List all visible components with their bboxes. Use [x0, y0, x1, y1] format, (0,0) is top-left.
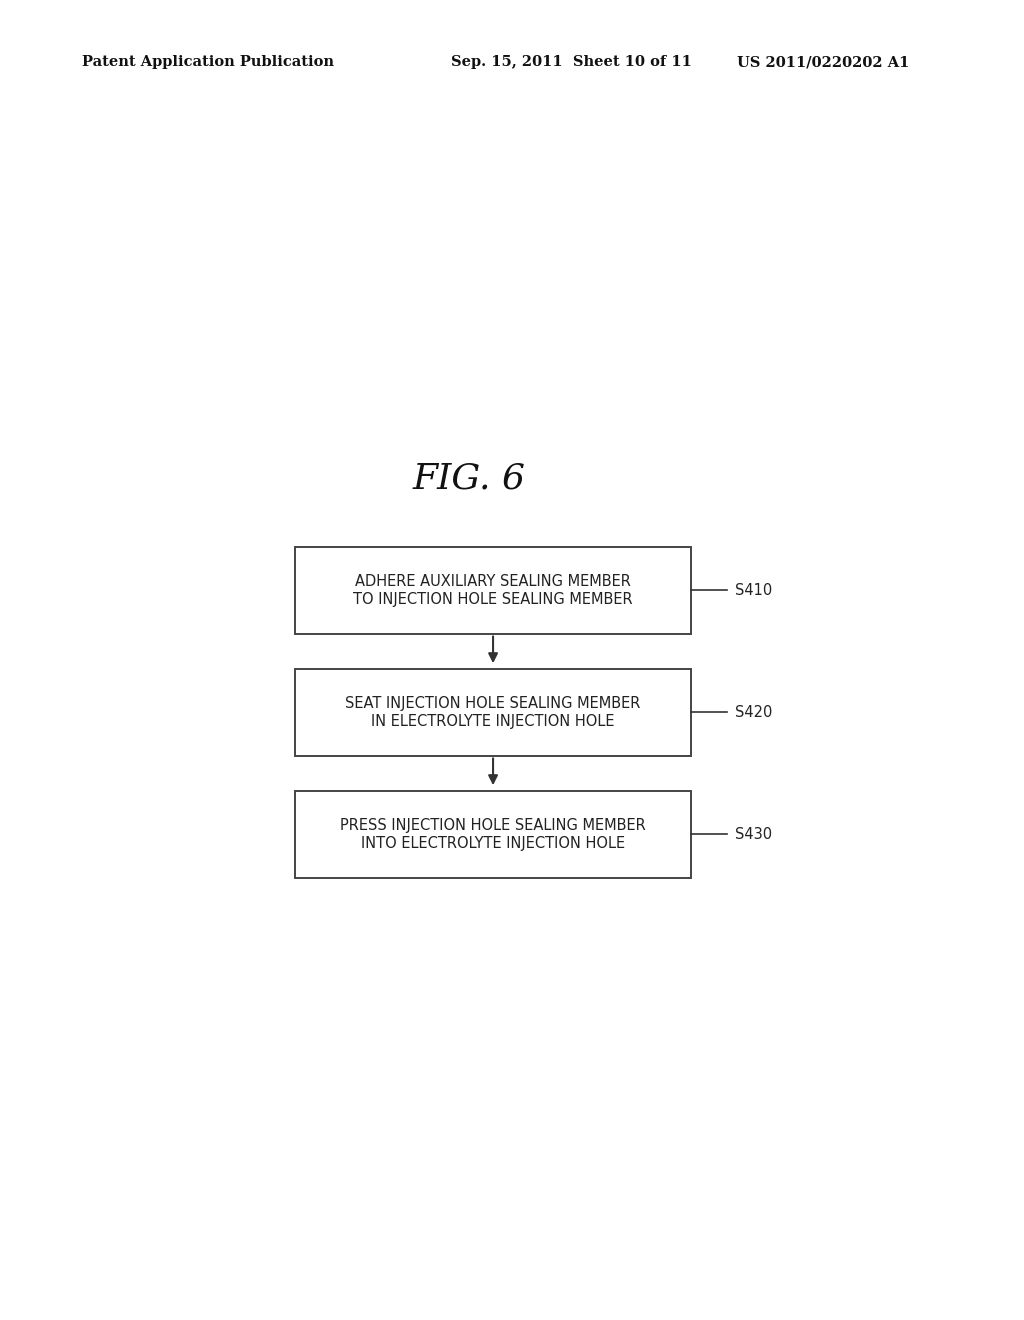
Text: PRESS INJECTION HOLE SEALING MEMBER
INTO ELECTROLYTE INJECTION HOLE: PRESS INJECTION HOLE SEALING MEMBER INTO…	[340, 818, 646, 850]
FancyBboxPatch shape	[295, 791, 691, 878]
Text: ADHERE AUXILIARY SEALING MEMBER
TO INJECTION HOLE SEALING MEMBER: ADHERE AUXILIARY SEALING MEMBER TO INJEC…	[353, 574, 633, 607]
Text: Patent Application Publication: Patent Application Publication	[82, 55, 334, 70]
Text: FIG. 6: FIG. 6	[413, 462, 525, 495]
Text: S430: S430	[735, 826, 772, 842]
Text: US 2011/0220202 A1: US 2011/0220202 A1	[737, 55, 909, 70]
FancyBboxPatch shape	[295, 548, 691, 634]
Text: S420: S420	[735, 705, 772, 719]
Text: S410: S410	[735, 583, 772, 598]
Text: SEAT INJECTION HOLE SEALING MEMBER
IN ELECTROLYTE INJECTION HOLE: SEAT INJECTION HOLE SEALING MEMBER IN EL…	[345, 696, 641, 729]
FancyBboxPatch shape	[295, 669, 691, 755]
Text: Sep. 15, 2011  Sheet 10 of 11: Sep. 15, 2011 Sheet 10 of 11	[451, 55, 691, 70]
